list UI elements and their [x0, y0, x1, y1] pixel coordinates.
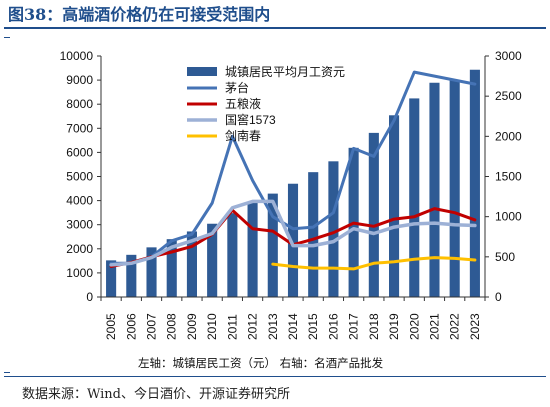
left-tick-label: 2000 [66, 242, 93, 256]
x-tick-label-2012: 2012 [246, 313, 260, 340]
x-tick-label-2023: 2023 [468, 313, 482, 340]
bar-2018 [368, 132, 379, 297]
x-tick-label-2011: 2011 [225, 314, 239, 340]
right-tick-label: 1500 [495, 170, 522, 184]
bar-2007 [146, 247, 157, 297]
data-source: 数据来源：Wind、今日酒价、开源证券研究所 [22, 387, 290, 402]
legend-label-maotai: 茅台 [225, 80, 249, 95]
right-tick-label: 2000 [495, 129, 522, 143]
bar-2013 [267, 193, 278, 297]
bar-2015 [308, 172, 319, 297]
bar-2008 [166, 239, 177, 297]
right-tick-label: 500 [495, 250, 515, 264]
series-line-maotai [109, 70, 477, 265]
legend-label-jiannanchun: 剑南春 [225, 128, 261, 143]
x-tick-label-2013: 2013 [266, 313, 280, 340]
chart: 0100020003000400050006000700080009000100… [60, 49, 522, 370]
left-tick-label: 0 [86, 290, 93, 304]
title-rule [4, 27, 546, 29]
bar-2011 [227, 213, 238, 297]
x-tick-label-2015: 2015 [306, 313, 320, 340]
left-tick-label: 5000 [66, 170, 93, 184]
x-tick-label-2018: 2018 [367, 313, 381, 340]
x-tick-label-2008: 2008 [165, 313, 179, 340]
series-line-guojiao [109, 199, 477, 267]
left-tick-label: 4000 [66, 194, 93, 208]
bar-2016 [328, 161, 339, 297]
left-tick-label: 1000 [66, 266, 93, 280]
x-tick-label-2019: 2019 [387, 313, 401, 340]
margin-mark-bottom [4, 372, 10, 373]
x-tick-label-2014: 2014 [286, 313, 300, 340]
left-tick-label: 7000 [66, 121, 93, 135]
x-tick-label-2005: 2005 [104, 313, 118, 340]
x-tick-label-2006: 2006 [124, 313, 138, 340]
x-tick-label-2022: 2022 [448, 313, 462, 340]
right-tick-label: 3000 [495, 49, 522, 63]
x-tick-label-2007: 2007 [145, 313, 159, 340]
x-tick-label-2017: 2017 [347, 313, 361, 340]
right-tick-label: 2500 [495, 89, 522, 103]
right-tick-label: 0 [495, 290, 502, 304]
legend-label-guojiao: 国窖1573 [225, 112, 276, 127]
bar-2020 [409, 98, 420, 297]
bar-2019 [389, 115, 400, 297]
bar-2012 [247, 203, 258, 297]
x-tick-label-2016: 2016 [326, 313, 340, 340]
bar-2005 [106, 260, 117, 297]
x-tick-label-2010: 2010 [205, 313, 219, 340]
figure-title: 图38：高端酒价格仍在可接受范围内 [8, 5, 271, 24]
right-tick-label: 1000 [495, 210, 522, 224]
bar-2021 [429, 82, 440, 297]
source-rule [4, 376, 546, 377]
x-tick-label-2020: 2020 [407, 313, 421, 340]
legend-swatch-bars [187, 67, 217, 76]
bar-2023 [469, 69, 480, 297]
bar-2014 [287, 183, 299, 297]
bar-2009 [186, 231, 197, 297]
x-tick-label-2009: 2009 [185, 313, 199, 340]
bar-2022 [449, 79, 460, 297]
left-tick-label: 10000 [60, 49, 94, 63]
left-tick-label: 6000 [66, 145, 93, 159]
legend-label-bars: 城镇居民平均月工资元 [225, 65, 345, 79]
axis-note: 左轴：城镇居民工资（元） 右轴：名酒产品批发 [138, 356, 384, 370]
bar-2006 [126, 254, 137, 297]
margin-mark-top [4, 37, 10, 38]
bar-2010 [207, 223, 218, 297]
left-tick-label: 8000 [66, 97, 93, 111]
left-tick-label: 3000 [66, 218, 93, 232]
series-line-jiannanchun [271, 256, 477, 271]
legend-label-wuliangye: 五粮液 [225, 96, 261, 111]
left-tick-label: 9000 [66, 73, 93, 87]
x-tick-label-2021: 2021 [427, 313, 441, 340]
